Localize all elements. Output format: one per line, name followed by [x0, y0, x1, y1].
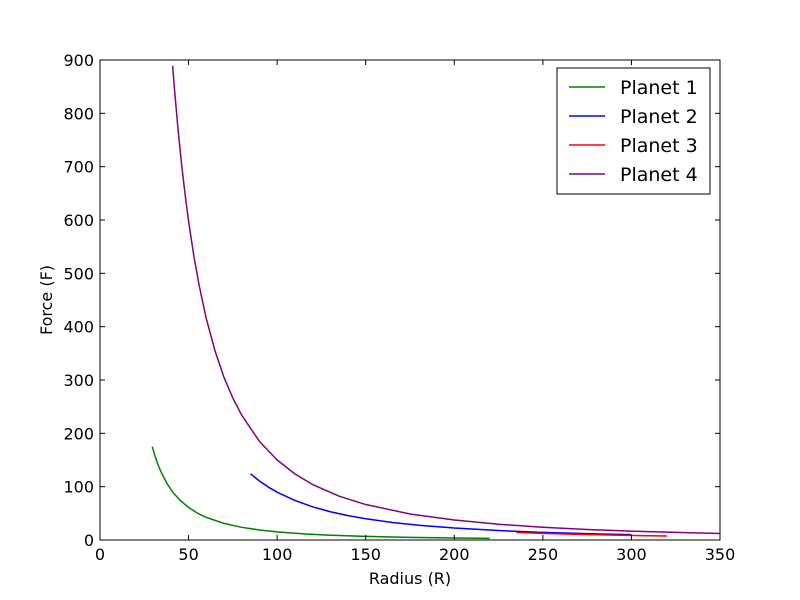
series-line-planet-3 — [516, 531, 667, 537]
x-tick-label: 50 — [178, 545, 198, 564]
axes-layer: 0 50 100 150 200 250 300 350 0 100 200 300 400 500 600… — [63, 51, 735, 564]
series-line-planet-1 — [151, 446, 490, 540]
series-line-planet-2 — [250, 473, 632, 536]
series-line-planet-4 — [171, 65, 720, 535]
y-tick-label: 700 — [63, 158, 94, 177]
y-tick-label: 600 — [63, 211, 94, 230]
y-tick-label: 0 — [84, 531, 94, 550]
legend-label-planet-3: Planet 3 — [620, 135, 698, 157]
y-tick-label: 300 — [63, 371, 94, 390]
series-layer — [151, 65, 720, 540]
x-tick-label: 150 — [350, 545, 381, 564]
y-tick-label: 800 — [63, 104, 94, 123]
legend-label-planet-1: Planet 1 — [620, 77, 698, 99]
x-tick-label: 250 — [528, 545, 559, 564]
y-tick-label: 400 — [63, 318, 94, 337]
x-tick-label: 300 — [616, 545, 647, 564]
legend: Planet 1 Planet 2 Planet 3 Planet 4 — [556, 67, 711, 195]
plot-frame — [99, 59, 721, 541]
x-tick-label: 350 — [705, 545, 736, 564]
legend-label-planet-4: Planet 4 — [620, 164, 698, 186]
y-tick-label: 100 — [63, 478, 94, 497]
x-tick-label: 100 — [262, 545, 293, 564]
y-tick-label: 900 — [63, 51, 94, 70]
y-tick-label: 200 — [63, 424, 94, 443]
legend-box — [556, 67, 711, 195]
legend-label-planet-2: Planet 2 — [620, 106, 698, 128]
y-axis-label: Force (F) — [37, 265, 56, 335]
y-tick-label: 500 — [63, 264, 94, 283]
x-tick-label: 0 — [95, 545, 105, 564]
x-axis-label: Radius (R) — [369, 569, 451, 588]
x-tick-label: 200 — [439, 545, 470, 564]
